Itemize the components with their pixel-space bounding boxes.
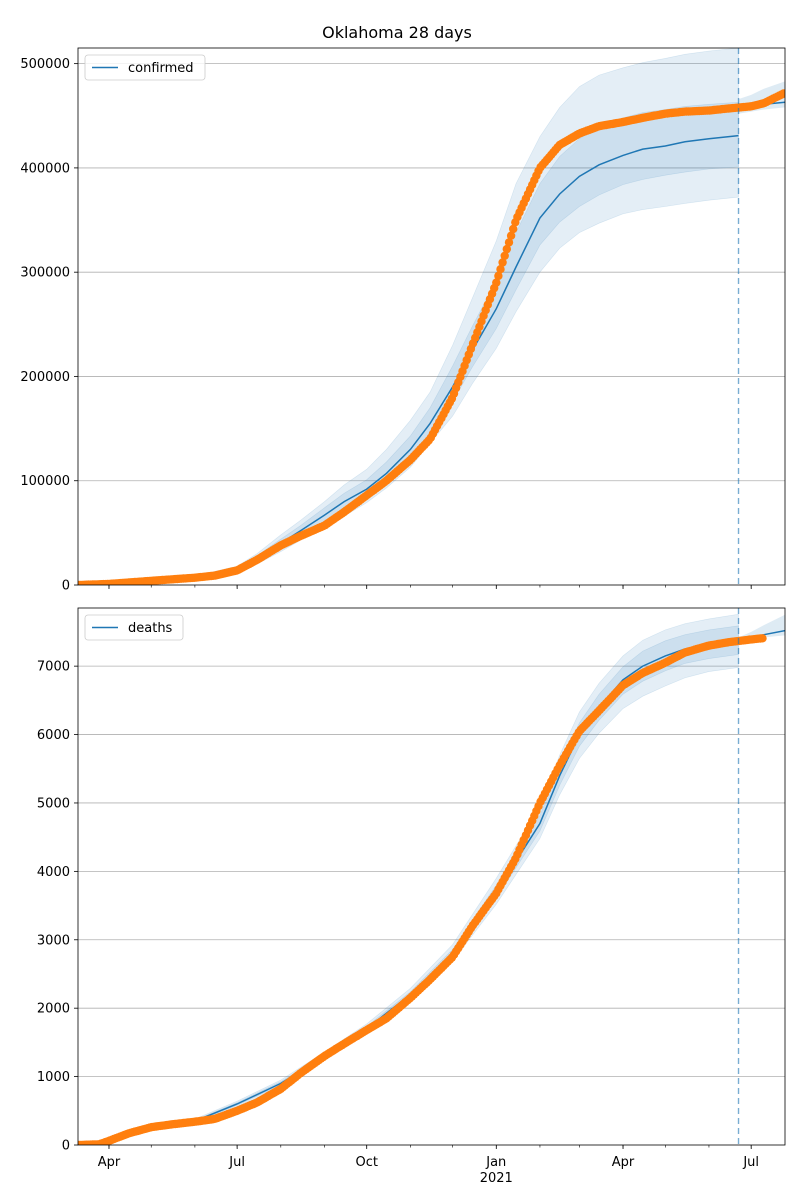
y-tick-label: 1000 (37, 1070, 70, 1085)
axes-frame (77, 47, 786, 586)
y-tick-label: 7000 (37, 660, 70, 675)
chart-title: Oklahoma 28 days (322, 23, 472, 42)
observed-point (496, 265, 505, 274)
observed-point (494, 271, 503, 281)
legend: deaths (84, 614, 184, 641)
y-tick-label: 400000 (20, 161, 70, 176)
uncertainty-band (78, 613, 739, 1145)
observed-point (506, 231, 516, 240)
observed-point (492, 278, 501, 287)
plot-area (78, 613, 785, 1145)
legend-box (84, 54, 206, 81)
observed-point (779, 89, 785, 98)
observed-point (502, 244, 511, 254)
x-year-label: 2021 (480, 1171, 513, 1186)
y-tick-label: 0 (62, 579, 70, 594)
confirmed-panel: 0 100000 200000 300000 400000 500000 confirmed (20, 47, 786, 594)
legend: confirmed (84, 54, 206, 81)
uncertainty-band (78, 625, 739, 1145)
x-tick-label: Apr (98, 1155, 121, 1170)
x-tick-label: Jan (485, 1155, 506, 1170)
y-tick-label: 100000 (20, 474, 70, 489)
y-tick-label: 2000 (37, 1002, 70, 1017)
x-tick-label: Jul (228, 1155, 245, 1170)
legend-box (84, 614, 184, 641)
x-tick-label: Jul (742, 1155, 759, 1170)
plot-area (78, 48, 785, 585)
forecast-band (738, 614, 785, 642)
legend-label: deaths (128, 621, 173, 636)
observed-point (498, 258, 507, 267)
y-tick-label: 500000 (20, 57, 70, 72)
observed-point (500, 251, 509, 260)
deaths-panel: 0 1000 2000 3000 4000 5000 6000 7000 Apr Jul Oct Ja… (37, 607, 786, 1186)
y-tick-label: 4000 (37, 865, 70, 880)
y-tick-label: 6000 (37, 728, 70, 743)
y-tick-label: 3000 (37, 933, 70, 948)
axes-frame (77, 607, 786, 1146)
observed-series (78, 89, 785, 585)
y-tick-label: 200000 (20, 370, 70, 385)
observed-point (758, 634, 767, 643)
x-tick-label: Apr (612, 1155, 635, 1170)
observed-point (509, 224, 518, 234)
y-tick-label: 0 (62, 1139, 70, 1154)
y-tick-label: 300000 (20, 266, 70, 281)
uncertainty-band (78, 101, 739, 585)
y-tick-label: 5000 (37, 796, 70, 811)
legend-label: confirmed (128, 61, 194, 76)
observed-point (504, 238, 514, 247)
model-line (78, 639, 739, 1145)
observed-series (78, 634, 767, 1145)
x-tick-label: Oct (355, 1155, 377, 1170)
